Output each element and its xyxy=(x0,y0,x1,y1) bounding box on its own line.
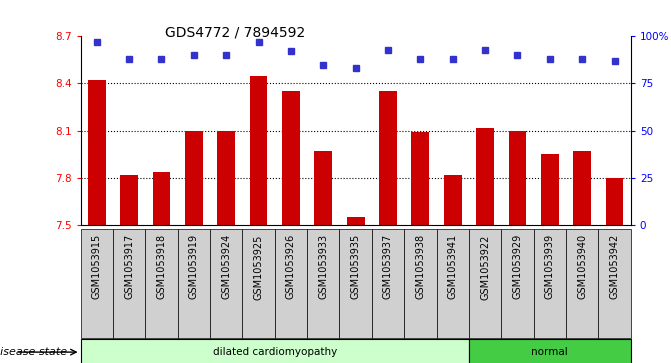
Text: GSM1053922: GSM1053922 xyxy=(480,234,490,299)
Text: normal: normal xyxy=(531,347,568,357)
Bar xyxy=(444,175,462,225)
Text: GSM1053937: GSM1053937 xyxy=(383,234,393,299)
Text: GSM1053919: GSM1053919 xyxy=(189,234,199,299)
Bar xyxy=(411,132,429,225)
Bar xyxy=(606,178,623,225)
Bar xyxy=(242,229,274,338)
Bar xyxy=(372,229,404,338)
Text: GSM1053926: GSM1053926 xyxy=(286,234,296,299)
Bar xyxy=(469,339,631,363)
Bar xyxy=(379,91,397,225)
Bar xyxy=(509,131,526,225)
Bar xyxy=(476,127,494,225)
Bar xyxy=(185,131,203,225)
Text: dilated cardiomyopathy: dilated cardiomyopathy xyxy=(213,347,337,357)
Text: GSM1053929: GSM1053929 xyxy=(513,234,523,299)
Bar xyxy=(81,339,469,363)
Bar xyxy=(178,229,210,338)
Text: GSM1053942: GSM1053942 xyxy=(609,234,619,299)
Text: GSM1053918: GSM1053918 xyxy=(156,234,166,299)
Bar xyxy=(347,217,364,225)
Bar xyxy=(314,151,332,225)
Text: GSM1053938: GSM1053938 xyxy=(415,234,425,299)
Bar xyxy=(282,91,300,225)
Text: disease state: disease state xyxy=(0,347,67,357)
Bar xyxy=(566,229,599,338)
Text: GSM1053940: GSM1053940 xyxy=(577,234,587,299)
Bar xyxy=(210,229,242,338)
Bar xyxy=(274,229,307,338)
Bar xyxy=(541,154,559,225)
Bar xyxy=(307,229,340,338)
Bar xyxy=(404,229,437,338)
Text: GSM1053924: GSM1053924 xyxy=(221,234,231,299)
Bar xyxy=(599,229,631,338)
Text: GSM1053933: GSM1053933 xyxy=(318,234,328,299)
Bar xyxy=(88,80,105,225)
Bar xyxy=(573,151,591,225)
Bar xyxy=(120,175,138,225)
Text: GSM1053939: GSM1053939 xyxy=(545,234,555,299)
Bar xyxy=(250,76,268,225)
Bar xyxy=(340,229,372,338)
Text: GSM1053935: GSM1053935 xyxy=(351,234,360,299)
Bar xyxy=(152,172,170,225)
Text: GSM1053941: GSM1053941 xyxy=(448,234,458,299)
Bar xyxy=(437,229,469,338)
Bar xyxy=(81,229,113,338)
Bar xyxy=(533,229,566,338)
Bar xyxy=(469,229,501,338)
Bar xyxy=(217,131,235,225)
Text: GSM1053925: GSM1053925 xyxy=(254,234,264,299)
Bar xyxy=(145,229,178,338)
Bar xyxy=(501,229,533,338)
Text: GSM1053917: GSM1053917 xyxy=(124,234,134,299)
Bar xyxy=(113,229,145,338)
Text: GSM1053915: GSM1053915 xyxy=(92,234,102,299)
Text: GDS4772 / 7894592: GDS4772 / 7894592 xyxy=(164,25,305,40)
